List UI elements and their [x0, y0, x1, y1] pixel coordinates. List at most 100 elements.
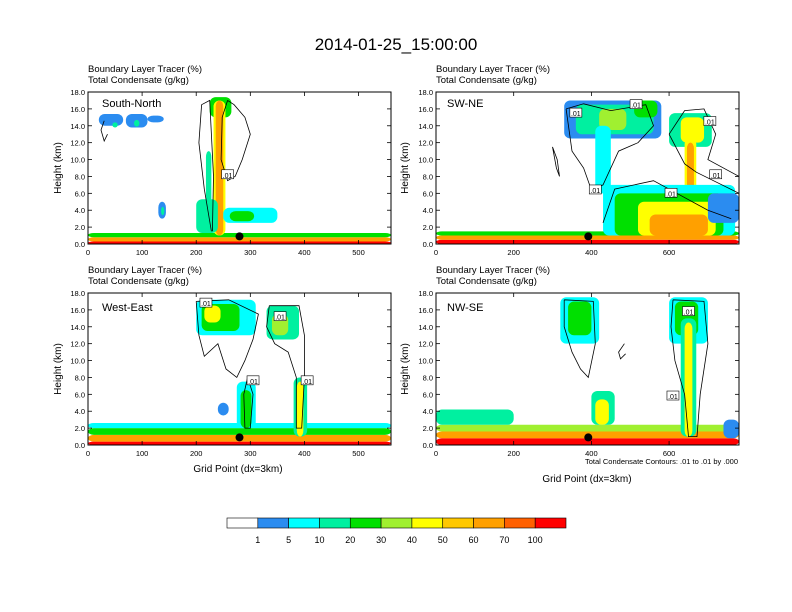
- x-tick-label: 400: [298, 248, 311, 257]
- colorbar-swatch: [226, 517, 259, 529]
- colorbar-swatch: [380, 517, 413, 529]
- y-tick-label: 0.0: [75, 441, 85, 450]
- plot-area: .01 .01 .01 .01 0.0 2.0 4.0 6.0 8.0 10.0 12.0 14.0 1…: [70, 289, 392, 458]
- colorbar-label: 30: [376, 535, 386, 545]
- panel-subtitle-2: Total Condensate (g/kg): [436, 276, 537, 287]
- y-tick-label: 6.0: [423, 390, 433, 399]
- panel-label: South-North: [102, 98, 161, 110]
- y-tick-label: 2.0: [423, 424, 433, 433]
- contour-label: .01: [682, 306, 695, 317]
- plot-area: .01 .01 .01 .01 .01 .01 0.0 2.0 4.0 6.0 8.0 10.0 12.…: [418, 88, 740, 257]
- tracer-cell: [217, 402, 229, 416]
- contour-label: .01: [199, 297, 213, 308]
- y-tick-label: 14.0: [418, 323, 433, 332]
- svg-text:.01: .01: [668, 394, 678, 401]
- colorbar-label: 70: [499, 535, 509, 545]
- svg-text:.01: .01: [302, 379, 312, 386]
- x-tick-label: 300: [244, 449, 257, 458]
- svg-text:.01: .01: [223, 173, 233, 180]
- tracer-cell: [240, 390, 252, 429]
- colorbar-swatch: [319, 517, 351, 529]
- y-tick-label: 10.0: [70, 357, 85, 366]
- contour-label: .01: [666, 390, 680, 401]
- tracer-cell: [723, 419, 739, 439]
- tracer-cell: [112, 122, 118, 128]
- y-tick-label: 18.0: [418, 289, 433, 298]
- y-axis-label: Height (km): [53, 142, 64, 194]
- condensate-contour: [195, 299, 259, 379]
- tracer-cell: [595, 125, 611, 194]
- y-tick-label: 12.0: [70, 340, 85, 349]
- condensate-contour: [602, 180, 732, 224]
- contour-label: .01: [703, 116, 717, 127]
- tracer-cell: [680, 117, 705, 143]
- colorbar-swatch: [411, 517, 444, 529]
- x-tick-label: 0: [434, 248, 438, 257]
- contour-label: .01: [221, 169, 234, 180]
- x-axis-label: Grid Point (dx=3km): [542, 474, 631, 485]
- svg-text:.01: .01: [590, 188, 600, 195]
- tracer-cell: [436, 409, 514, 425]
- y-tick-label: 4.0: [423, 206, 433, 215]
- location-marker: [235, 433, 244, 442]
- contour-label: .01: [569, 107, 583, 118]
- colorbar-label: 50: [438, 535, 448, 545]
- location-marker: [584, 433, 593, 442]
- panel-label: West-East: [102, 302, 153, 314]
- tracer-cell: [98, 113, 124, 126]
- y-tick-label: 2.0: [75, 424, 85, 433]
- x-axis-label: Grid Point (dx=3km): [193, 464, 282, 475]
- colorbar-label: 5: [286, 535, 291, 545]
- contour-label: .01: [588, 184, 602, 195]
- colorbar-swatch: [349, 517, 382, 529]
- svg-text:.01: .01: [571, 111, 581, 118]
- y-axis-label: Height (km): [400, 142, 411, 194]
- y-tick-label: 16.0: [70, 306, 85, 315]
- tracer-cell: [595, 399, 609, 425]
- colorbar-swatch: [288, 517, 320, 529]
- condensate-contour: [565, 103, 654, 191]
- x-tick-label: 200: [190, 248, 203, 257]
- x-tick-label: 0: [86, 449, 90, 458]
- y-tick-label: 4.0: [75, 206, 85, 215]
- x-tick-label: 0: [434, 449, 438, 458]
- panel-subtitle-2: Total Condensate (g/kg): [88, 276, 189, 287]
- contour-label: .01: [664, 188, 678, 198]
- condensate-contour: [100, 120, 108, 143]
- y-tick-label: 0.0: [75, 240, 85, 249]
- contour-label: .01: [629, 99, 643, 110]
- panel-sw-ne: Boundary Layer Tracer (%) Total Condensa…: [400, 64, 740, 257]
- x-tick-label: 600: [663, 248, 676, 257]
- plot-frame: [435, 292, 740, 446]
- tracer-cell: [649, 214, 708, 236]
- y-tick-label: 16.0: [70, 105, 85, 114]
- y-tick-label: 12.0: [418, 139, 433, 148]
- panel-subtitle-2: Total Condensate (g/kg): [88, 75, 189, 86]
- contour-label: .01: [246, 375, 260, 386]
- y-tick-label: 6.0: [423, 189, 433, 198]
- location-marker: [235, 232, 244, 241]
- y-tick-label: 18.0: [70, 88, 85, 97]
- y-tick-label: 2.0: [423, 223, 433, 232]
- y-tick-label: 0.0: [423, 441, 433, 450]
- panel-subtitle-1: Boundary Layer Tracer (%): [436, 64, 550, 75]
- y-tick-label: 12.0: [70, 139, 85, 148]
- svg-text:.01: .01: [248, 379, 258, 386]
- condensate-contour: [243, 377, 254, 429]
- tracer-cell: [436, 424, 739, 432]
- svg-text:.01: .01: [631, 103, 641, 110]
- x-tick-label: 500: [352, 449, 365, 458]
- x-tick-label: 400: [585, 248, 598, 257]
- panel-label: SW-NE: [447, 98, 483, 110]
- x-tick-label: 200: [190, 449, 203, 458]
- contour-label: .01: [300, 375, 314, 386]
- condensate-contour: [220, 100, 251, 182]
- colorbar-label: 10: [314, 535, 324, 545]
- y-tick-label: 18.0: [418, 88, 433, 97]
- panel-nw-se: Boundary Layer Tracer (%) Total Condensa…: [400, 265, 740, 485]
- tracer-cell: [568, 301, 592, 336]
- x-tick-label: 100: [136, 248, 149, 257]
- y-tick-label: 0.0: [423, 240, 433, 249]
- svg-text:.01: .01: [705, 120, 715, 127]
